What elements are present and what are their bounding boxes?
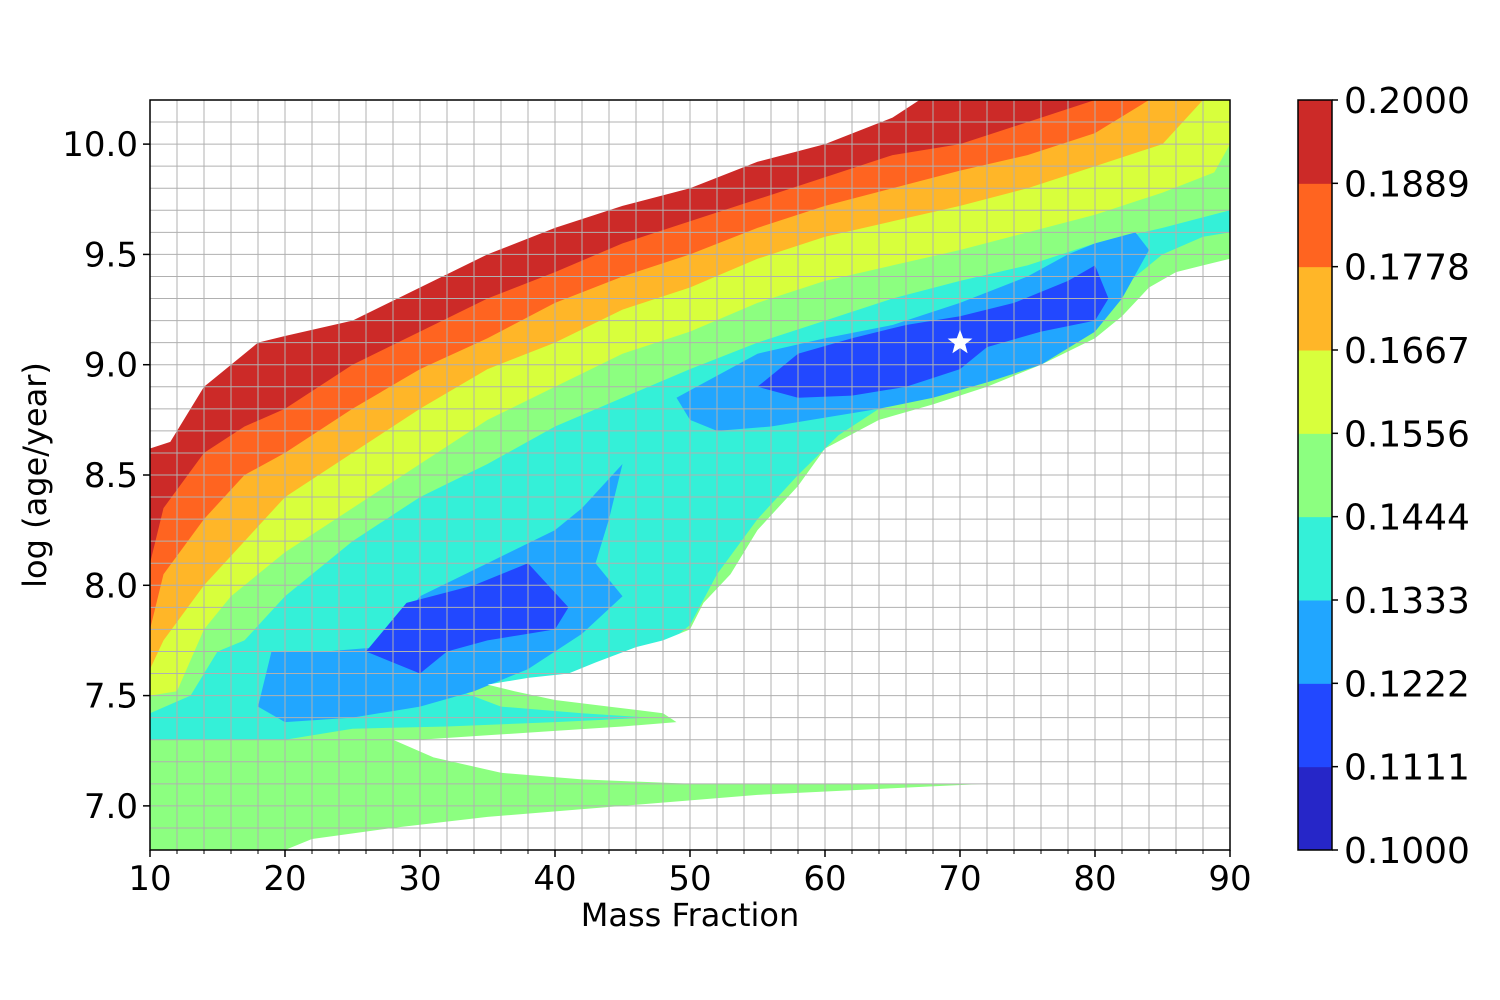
y-axis-title: log (age/year) [16, 362, 54, 588]
x-tick-label: 70 [938, 859, 981, 899]
colorbar-segment [1298, 100, 1332, 184]
colorbar-label: 0.1444 [1344, 498, 1470, 539]
colorbar-segment [1298, 516, 1332, 601]
x-tick-label: 30 [398, 859, 441, 899]
y-tick-label: 7.5 [84, 677, 138, 717]
y-tick-label: 8.5 [84, 456, 138, 496]
colorbar-frame [1297, 99, 1333, 851]
x-tick-label: 60 [803, 859, 846, 899]
colorbar-label: 0.1111 [1344, 748, 1470, 789]
grid [149, 99, 1231, 851]
x-tick-label: 50 [668, 859, 711, 899]
y-tick-label: 9.5 [84, 235, 138, 275]
colorbar-label: 0.1222 [1344, 664, 1470, 705]
colorbar-segment [1298, 183, 1332, 268]
colorbar-label: 0.1778 [1344, 248, 1470, 289]
x-axis: 10 20 30 40 50 60 70 80 90 [128, 850, 1252, 899]
x-tick-label: 40 [533, 859, 576, 899]
colorbar-segment [1298, 766, 1332, 851]
colorbar-label: 0.1667 [1344, 331, 1470, 372]
x-tick-label: 20 [263, 859, 306, 899]
contour-band-level-2 [258, 464, 623, 723]
y-axis: 7.0 7.5 8.0 8.5 9.0 9.5 10.0 [62, 125, 150, 827]
colorbar-segment [1298, 683, 1332, 768]
colorbar-label: 0.1000 [1344, 831, 1470, 872]
contour-band-level-1 [366, 563, 569, 674]
colorbar-label: 0.1556 [1344, 414, 1470, 455]
y-tick-label: 7.0 [84, 787, 138, 827]
x-tick-label: 90 [1208, 859, 1251, 899]
colorbar-label: 0.2000 [1344, 81, 1470, 122]
y-tick-label: 9.0 [84, 346, 138, 386]
no-data-region [285, 258, 1230, 850]
contour-band-level-4 [1203, 144, 1230, 206]
x-tick-label: 80 [1073, 859, 1116, 899]
colorbar-segment [1298, 600, 1332, 684]
colorbar-segment [1298, 266, 1332, 351]
y-tick-label: 8.0 [84, 566, 138, 606]
colorbar-label: 0.1333 [1344, 581, 1470, 622]
y-tick-label: 10.0 [62, 125, 138, 165]
colorbar-segment [1298, 350, 1332, 434]
x-tick-label: 10 [128, 859, 171, 899]
colorbar-segment [1298, 433, 1332, 518]
colorbar: 0.1000 0.1111 0.1222 0.1333 0.1444 0.1556 0.16… [1297, 81, 1470, 872]
colorbar-label: 0.1889 [1344, 164, 1470, 205]
best-fit-star-marker [947, 329, 973, 354]
x-axis-title: Mass Fraction [581, 896, 799, 934]
